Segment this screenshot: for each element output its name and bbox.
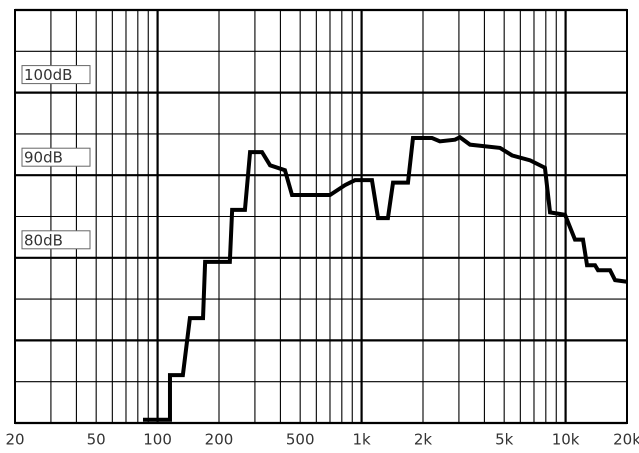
y-tick-label: 90dB (24, 149, 63, 167)
plot-frame (14, 9, 628, 424)
x-tick-label: 1k (352, 431, 371, 449)
y-tick-label: 80dB (24, 231, 63, 249)
y-tick-box (21, 147, 91, 167)
x-tick-label: 10k (552, 431, 580, 449)
y-tick-label: 100dB (24, 66, 72, 84)
response-line (142, 134, 628, 422)
x-tick-label: 20 (5, 431, 24, 449)
y-tick-box (21, 230, 91, 250)
x-tick-label: 100 (143, 431, 172, 449)
x-tick-label: 500 (286, 431, 315, 449)
x-tick-label: 200 (205, 431, 234, 449)
x-tick-label: 50 (87, 431, 106, 449)
x-tick-label: 2k (414, 431, 433, 449)
x-tick-label: 20k (613, 431, 639, 449)
y-tick-box (21, 65, 91, 85)
x-tick-label: 5k (495, 431, 514, 449)
